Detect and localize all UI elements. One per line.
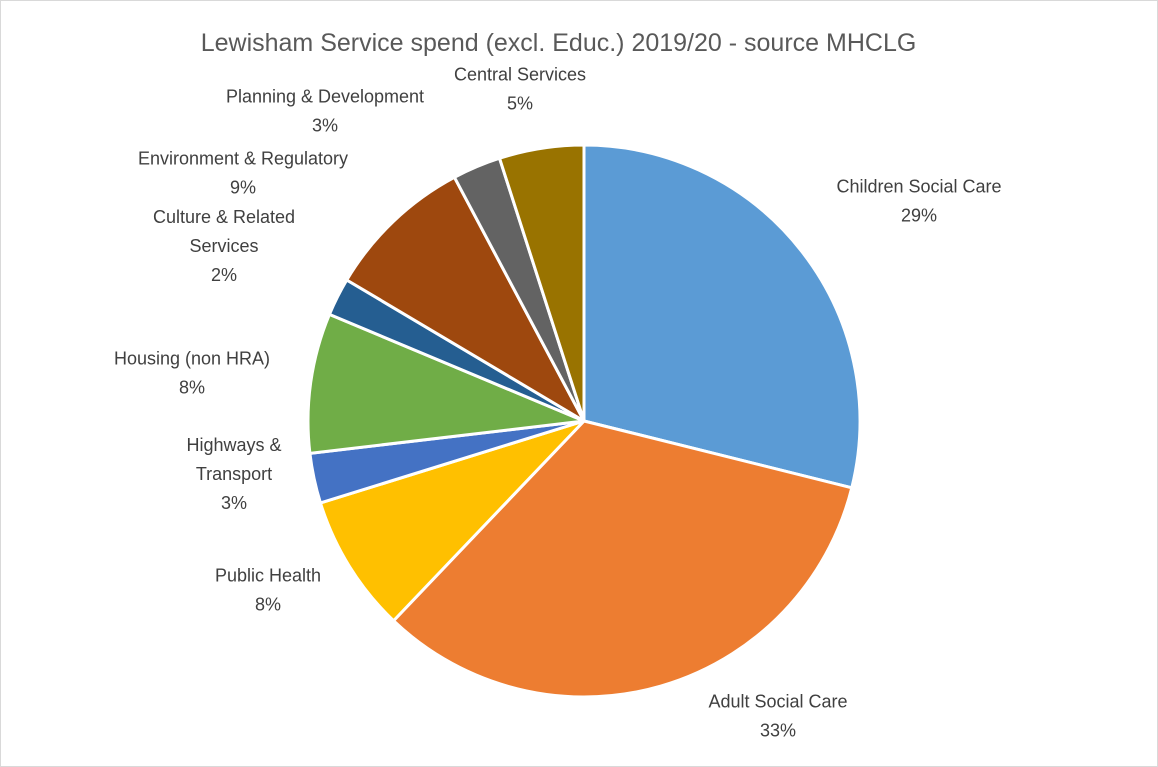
pie-slice-8[interactable]	[498, 143, 586, 423]
pie-slice-1[interactable]	[392, 419, 854, 699]
pie-slice-0[interactable]	[582, 143, 862, 490]
slice-name: Public Health	[215, 566, 321, 586]
slice-name: Culture & Related	[153, 207, 295, 227]
slice-percent: 9%	[230, 178, 256, 198]
slice-label-7: Planning & Development 3%	[226, 87, 424, 136]
pie-slice-6[interactable]	[345, 175, 586, 423]
slice-percent: 5%	[507, 94, 533, 114]
pie-slice-4[interactable]	[306, 312, 586, 455]
slice-name: Services	[189, 236, 258, 256]
slice-percent: 8%	[179, 378, 205, 398]
slice-label-0: Children Social Care 29%	[836, 177, 1001, 226]
chart-title: Lewisham Service spend (excl. Educ.) 201…	[200, 29, 917, 57]
pie-slice-2[interactable]	[318, 419, 586, 623]
slice-name: Adult Social Care	[708, 692, 847, 712]
slice-label-2: Public Health 8%	[215, 566, 321, 615]
slice-name: Environment & Regulatory	[138, 149, 348, 169]
slice-name: Children Social Care	[836, 177, 1001, 197]
slice-label-1: Adult Social Care 33%	[708, 692, 847, 741]
slice-percent: 8%	[255, 595, 281, 615]
pie-slices	[306, 143, 862, 699]
slice-name: Highways &	[186, 435, 281, 455]
slice-label-8: Central Services 5%	[454, 65, 586, 114]
slice-percent: 29%	[901, 206, 937, 226]
slice-name: Planning & Development	[226, 87, 424, 107]
slice-label-5: Culture & Related Services 2%	[153, 207, 295, 285]
pie-labels: Children Social Care 29% Adult Social Care…	[114, 65, 1002, 741]
slice-percent: 33%	[760, 721, 796, 741]
slice-name: Transport	[196, 464, 272, 484]
slice-label-4: Housing (non HRA) 8%	[114, 349, 270, 398]
slice-name: Housing (non HRA)	[114, 349, 270, 369]
slice-percent: 2%	[211, 265, 237, 285]
slice-percent: 3%	[221, 493, 247, 513]
slice-name: Central Services	[454, 65, 586, 85]
slice-label-6: Environment & Regulatory 9%	[138, 149, 348, 198]
slice-label-3: Highways & Transport 3%	[186, 435, 281, 513]
slice-percent: 3%	[312, 116, 338, 136]
